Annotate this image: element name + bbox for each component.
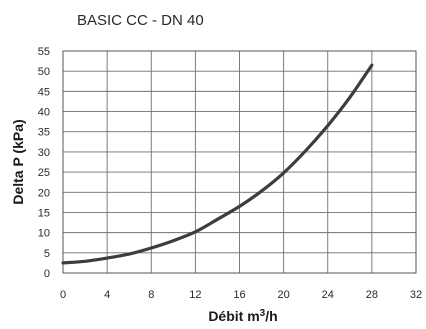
y-tick-label: 45 [38, 86, 50, 98]
chart-title: BASIC CC - DN 40 [77, 12, 204, 29]
y-tick-label: 20 [38, 187, 50, 199]
x-axis-label-sup: 3 [260, 308, 266, 319]
series-line [61, 63, 374, 265]
x-tick-label: 24 [322, 289, 334, 301]
y-tick-label: 0 [44, 268, 50, 280]
y-axis-label: Delta P (kPa) [10, 119, 26, 204]
x-tick-label: 8 [148, 289, 154, 301]
y-tick-label: 40 [38, 107, 50, 119]
x-tick-label: 28 [366, 289, 378, 301]
chart-grid [62, 50, 417, 274]
x-axis-label-main: Débit m [208, 308, 259, 324]
x-tick-label: 20 [278, 289, 290, 301]
plot-frame [62, 50, 417, 274]
x-tick-label: 0 [60, 289, 66, 301]
chart-series [61, 63, 374, 265]
y-tick-label: 15 [38, 207, 50, 219]
x-tick-label: 32 [410, 289, 422, 301]
x-axis-label-suffix: /h [265, 308, 277, 324]
y-tick-label: 25 [38, 167, 50, 179]
y-tick-label: 5 [44, 248, 50, 260]
y-tick-label: 55 [38, 46, 50, 58]
y-tick-label: 30 [38, 147, 50, 159]
y-tick-label: 10 [38, 228, 50, 240]
x-tick-label: 4 [104, 289, 110, 301]
x-axis-label: Débit m3/h [208, 308, 277, 324]
x-tick-label: 16 [233, 289, 245, 301]
y-axis-ticks: 0 5 10 15 20 25 30 35 40 45 50 55 [38, 46, 50, 280]
x-tick-label: 12 [189, 289, 201, 301]
y-tick-label: 35 [38, 127, 50, 139]
x-axis-ticks: 0 4 8 12 16 20 24 28 32 [60, 289, 422, 301]
y-tick-label: 50 [38, 66, 50, 78]
